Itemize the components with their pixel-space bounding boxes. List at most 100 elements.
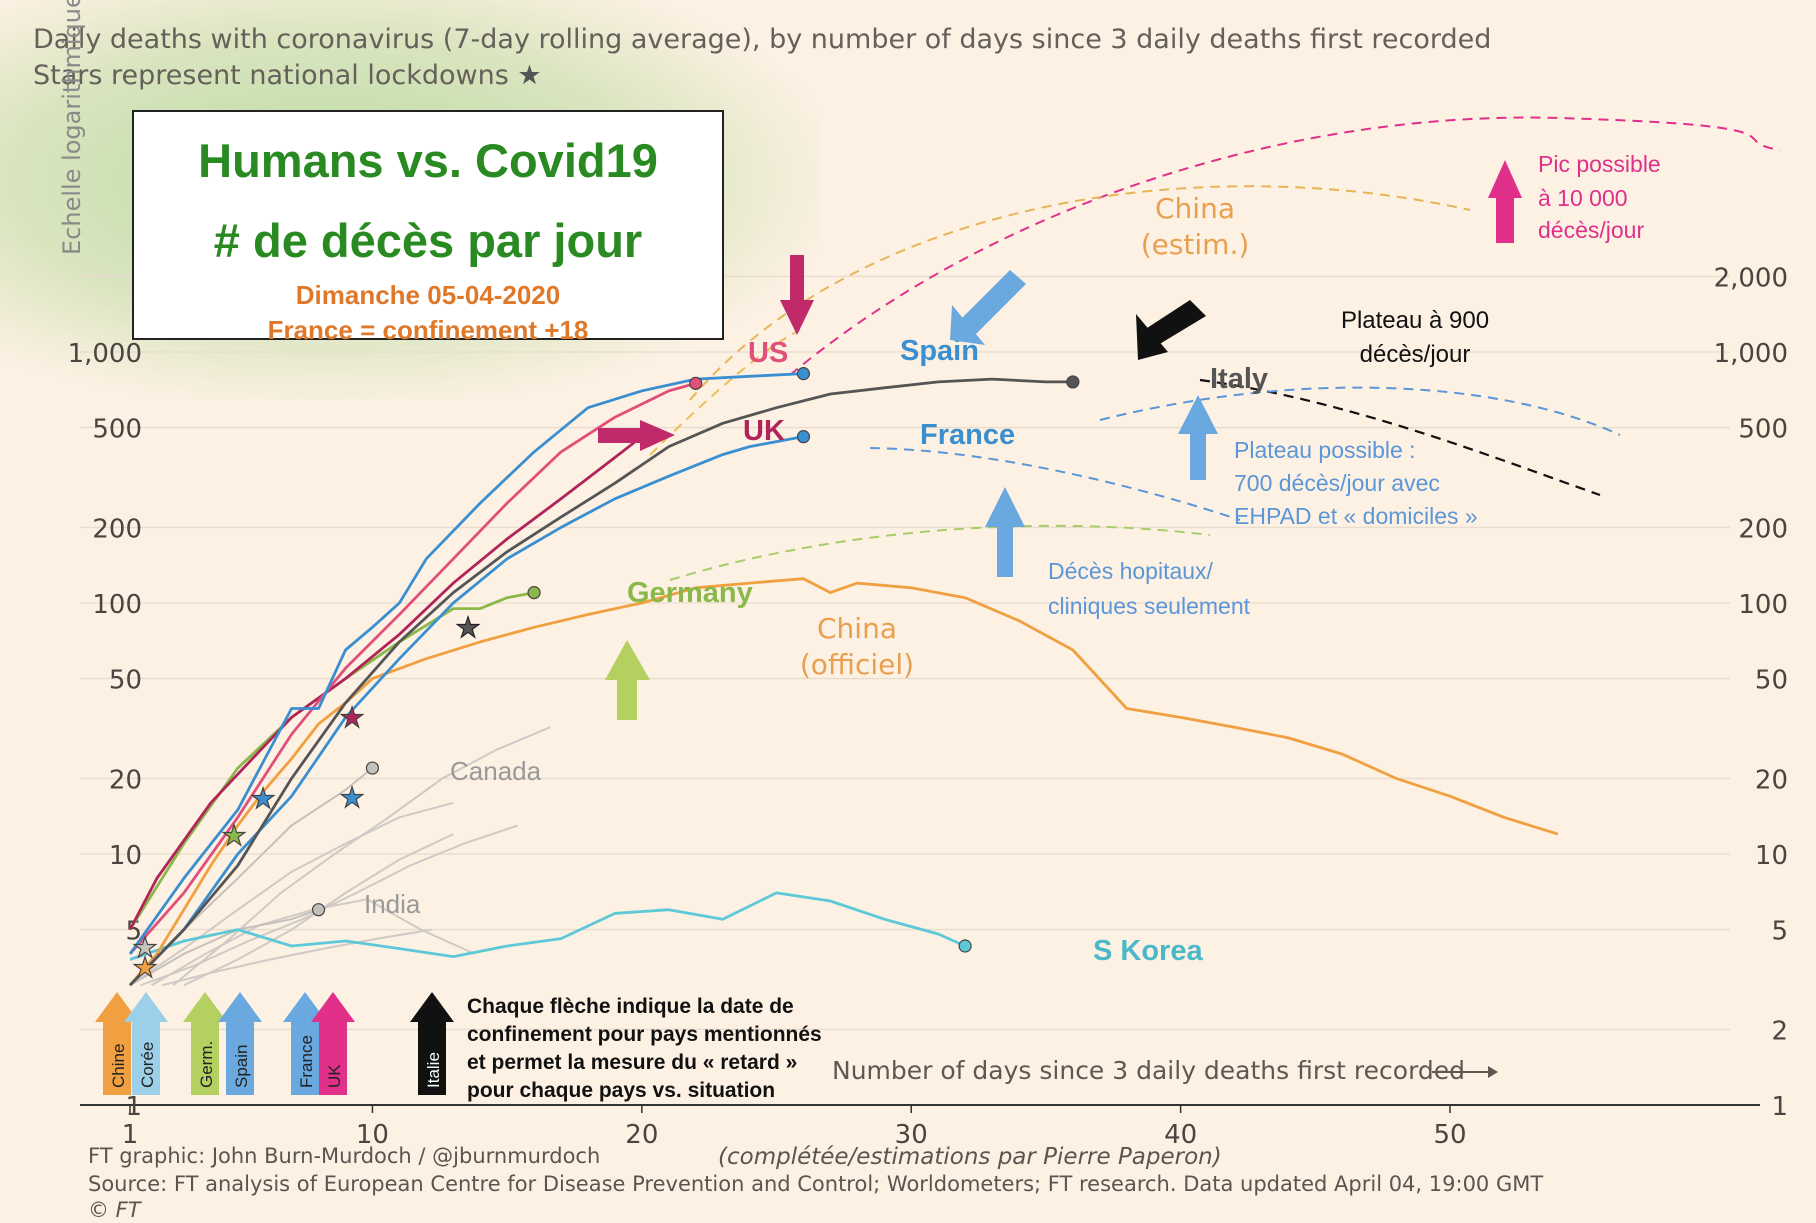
- series-end-india: [311, 903, 326, 917]
- x-tick-40: 40: [1164, 1120, 1197, 1150]
- title-line-2: # de décès par jour: [213, 214, 643, 267]
- hospital-note-2: cliniques seulement: [1048, 593, 1251, 619]
- series-labels: US Spain UK Italy France Germany S Korea…: [364, 335, 1268, 967]
- lockdown-arrow-shaft: [418, 1020, 446, 1095]
- title-line-1: Humans vs. Covid19: [198, 134, 658, 187]
- y-tick-right-20: 20: [1755, 765, 1788, 795]
- china-official-label-1: China: [817, 612, 897, 645]
- label-germany: Germany: [627, 577, 753, 609]
- y-tick-left-1000: 1,000: [68, 339, 142, 369]
- x-tick-30: 30: [895, 1120, 928, 1150]
- lockdown-star-uk: ★: [339, 702, 364, 733]
- lockdown-arrow-germ: Germ.: [183, 992, 227, 1095]
- china-labels: China (estim.) China (officiel): [800, 192, 1249, 681]
- plateau900-note-1: Plateau à 900: [1341, 307, 1489, 334]
- germany-projection-line: [669, 524, 1211, 581]
- plateau700-note-3: EHPAD et « domiciles »: [1234, 503, 1478, 529]
- y-tick-left-5: 5: [125, 917, 142, 947]
- series-line-france: [128, 435, 804, 987]
- plateau900-note-2: décès/jour: [1360, 341, 1471, 368]
- y-tick-left-1: 1: [125, 1092, 142, 1122]
- lockdown-arrow-spain: Spain: [218, 992, 262, 1095]
- lockdown-arrow-chine: Chine: [95, 992, 139, 1095]
- series-line-italy: [128, 377, 1073, 987]
- series-end-germany: [527, 586, 541, 600]
- other-country-line-0: [129, 801, 454, 987]
- lockdown-arrow-head: [311, 992, 355, 1022]
- y-tick-left-200: 200: [92, 514, 142, 544]
- lockdown-arrow-shaft: [191, 1020, 219, 1095]
- lockdown-arrow-shaft: [132, 1020, 160, 1095]
- lockdown-arrow-shaft: [226, 1020, 254, 1095]
- spain-arrow: [950, 270, 1026, 345]
- y-tick-right-100: 100: [1738, 590, 1788, 620]
- uk-arrow: [598, 420, 675, 451]
- y-axis-label-line1: Echelle logarithmique: [58, 0, 86, 255]
- series-lines: [128, 372, 1559, 987]
- label-uk: UK: [743, 415, 785, 447]
- italy-projection-line: [1199, 378, 1601, 497]
- china-official-label-2: (officiel): [800, 648, 914, 681]
- footer-credit: FT graphic: John Burn-Murdoch / @jburnmu…: [88, 1144, 601, 1168]
- lockdown-stars: ★ ★ ★ ★ ★ ★ ★: [132, 611, 481, 983]
- y-axis-label: Echelle logarithmique: [58, 0, 86, 255]
- lockdown-arrow-label: France: [297, 1035, 316, 1088]
- china-estim-label-1: China: [1155, 192, 1235, 225]
- plateau700-arrow: [1178, 395, 1218, 480]
- series-end-spain: [796, 367, 811, 381]
- footer-completed: (complétée/estimations par Pierre Papero…: [718, 1144, 1222, 1170]
- us-arrow: [780, 255, 814, 335]
- y-tick-right-2000: 2,000: [1714, 263, 1788, 293]
- y-tick-right-1000: 1,000: [1714, 339, 1788, 369]
- y-tick-right-200: 200: [1738, 514, 1788, 544]
- series-line-china: [128, 577, 1559, 987]
- annotation-arrows: [598, 160, 1522, 720]
- star-icon: ★: [517, 60, 542, 91]
- gridlines: [80, 275, 1760, 1106]
- peak-projection-line: [789, 116, 1781, 376]
- chart-note: Stars represent national lockdowns ★: [33, 60, 542, 91]
- arrows-note-2: confinement pour pays mentionnés: [467, 1023, 822, 1046]
- arrows-note-1: Chaque flèche indique la date de: [467, 995, 794, 1018]
- china-estim-label-2: (estim.): [1141, 228, 1250, 261]
- title-box: Humans vs. Covid19 # de décès par jour D…: [132, 110, 724, 345]
- series-line-us: [128, 382, 697, 955]
- annotation-texts: Pic possible à 10 000 décès/jour Plateau…: [467, 151, 1661, 1102]
- series-end-s-korea: [958, 939, 972, 953]
- plateau700-note-1: Plateau possible :: [1234, 437, 1416, 463]
- lockdown-arrow-label: UK: [325, 1064, 344, 1088]
- y-tick-left-500: 500: [92, 415, 142, 445]
- y-tick-left-100: 100: [92, 590, 142, 620]
- y-tick-right-5: 5: [1771, 917, 1788, 947]
- footer-source: Source: FT analysis of European Centre f…: [88, 1172, 1544, 1196]
- label-us: US: [748, 337, 788, 369]
- y-tick-right-50: 50: [1755, 666, 1788, 696]
- china-estim-projection-line: [689, 185, 1471, 401]
- peak-note-2: à 10 000: [1538, 185, 1628, 211]
- label-canada: Canada: [450, 756, 542, 786]
- hospital-note-1: Décès hopitaux/: [1048, 558, 1214, 584]
- other-country-line-4: [172, 726, 551, 986]
- lockdown-arrow-shaft: [103, 1020, 131, 1095]
- x-axis: 1 10 20 30 40 50: [122, 1105, 1467, 1150]
- arrows-note-3: et permet la mesure du « retard »: [467, 1051, 797, 1074]
- x-tick-20: 20: [625, 1120, 658, 1150]
- projection-lines: [649, 116, 1781, 581]
- lockdown-arrow-corée: Corée: [124, 992, 168, 1095]
- plateau900-arrow: [1136, 300, 1206, 360]
- lockdown-arrow-head: [410, 992, 454, 1022]
- y-tick-left-50: 50: [109, 666, 142, 696]
- lockdown-arrow-label: Italie: [424, 1052, 443, 1088]
- series-end-us: [689, 376, 703, 390]
- series-line-s-korea: [129, 891, 966, 961]
- x-axis-label: Number of days since 3 daily deaths firs…: [832, 1056, 1465, 1085]
- label-india: India: [364, 889, 421, 919]
- peak-note-1: Pic possible: [1538, 151, 1661, 177]
- peak-note-3: décès/jour: [1538, 217, 1644, 243]
- lockdown-star-france: ★: [339, 782, 364, 813]
- x-tick-10: 10: [356, 1120, 389, 1150]
- lockdown-arrow-shaft: [319, 1020, 347, 1095]
- x-tick-1: 1: [122, 1120, 139, 1150]
- title-date: Dimanche 05-04-2020: [295, 280, 561, 310]
